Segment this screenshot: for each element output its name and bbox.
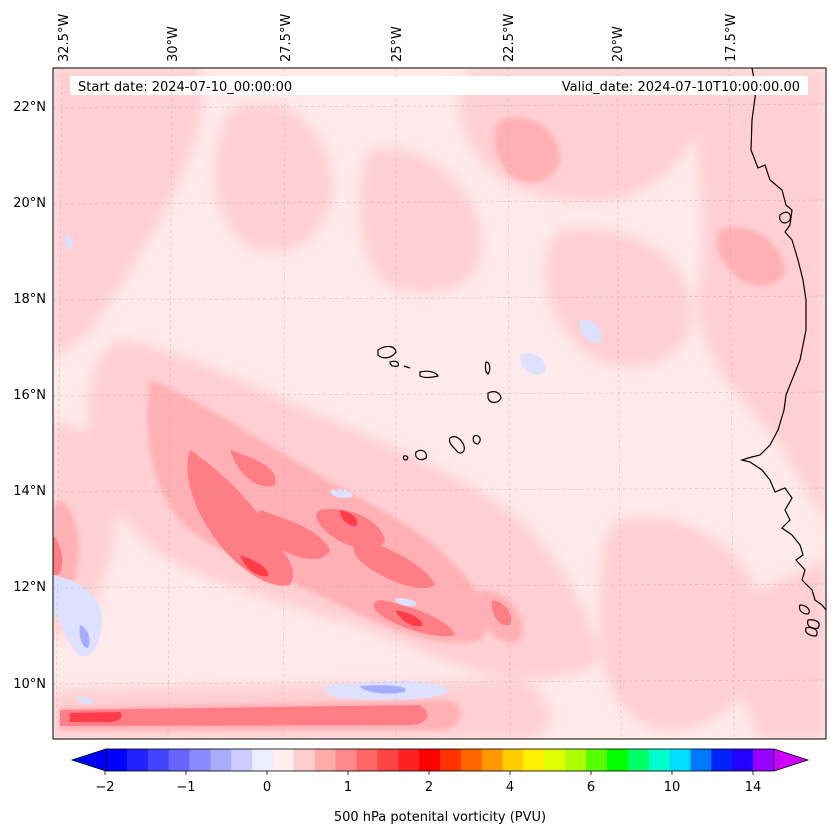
lat-label: 22°N [13, 100, 46, 115]
map-frame [52, 67, 827, 740]
pv-peak-contours [70, 510, 423, 722]
colorbar-cell [711, 749, 733, 771]
colorbar-cell [293, 749, 316, 771]
colorbar-extend-high [774, 749, 808, 771]
lon-label: 22.5°W [502, 14, 517, 62]
colorbar-cell [335, 749, 357, 771]
colorbar-cell [356, 749, 378, 771]
colorbar-tick-label: 6 [587, 780, 595, 795]
colorbar-cell [565, 749, 587, 771]
island-santo-antao [377, 345, 397, 359]
lat-label: 18°N [13, 292, 46, 307]
colorbar-cell [147, 749, 170, 771]
colorbar-cells [106, 749, 775, 771]
colorbar-cell [544, 749, 566, 771]
lat-label: 12°N [13, 580, 46, 595]
island-sao-vicente [389, 360, 400, 367]
lat-label: 16°N [13, 388, 46, 403]
colorbar-cell [273, 749, 295, 771]
island-fogo [415, 449, 427, 461]
colorbar-cell [440, 749, 462, 771]
colorbar-tick-label: 2 [425, 780, 433, 795]
lon-label: 20°W [611, 26, 626, 62]
longitude-labels: 32.5°W 30°W 27.5°W 25°W 22.5°W 20°W 17.5… [57, 14, 739, 62]
colorbar-cell [314, 749, 337, 771]
lon-label: 32.5°W [57, 14, 72, 62]
colorbar: −2 −1 0 1 2 4 6 10 14 500 hPa potenital … [70, 748, 810, 825]
lon-label: 27.5°W [279, 14, 294, 62]
colorbar-cell [106, 749, 128, 771]
colorbar-cell [586, 749, 608, 771]
colorbar-cell [126, 749, 149, 771]
colorbar-extend-low [72, 749, 106, 771]
colorbar-outline [773, 748, 810, 772]
latitude-labels: 22°N 20°N 18°N 16°N 14°N 12°N 10°N [13, 100, 46, 692]
colorbar-tick-label: 14 [745, 780, 762, 795]
colorbar-cell [377, 749, 399, 771]
colorbar-frame [105, 748, 775, 772]
start-date-label: Start date: 2024-07-10_00:00:00 [78, 80, 292, 95]
colorbar-tick-label: −2 [95, 780, 114, 795]
island-brava [402, 455, 409, 461]
colorbar-cell [607, 749, 629, 771]
colorbar-outline [70, 748, 107, 772]
colorbar-tick-label: 4 [506, 780, 514, 795]
map-panel [53, 68, 826, 739]
colorbar-cell [189, 749, 211, 771]
colorbar-tick-label: 1 [344, 780, 352, 795]
colorbar-cell [753, 749, 775, 771]
lat-label: 14°N [13, 484, 46, 499]
coastlines [377, 68, 826, 637]
africa-coastline [739, 68, 826, 611]
colorbar-cell [252, 749, 274, 771]
colorbar-tick-label: −1 [176, 780, 195, 795]
colorbar-cell [460, 749, 483, 771]
island-sal [484, 361, 491, 375]
colorbar-cell [669, 749, 691, 771]
graticule [53, 68, 826, 739]
lat-label: 20°N [13, 196, 46, 211]
island-boa-vista [487, 391, 502, 404]
colorbar-cell [168, 749, 190, 771]
colorbar-ticks [104, 771, 754, 775]
island-santiago [448, 436, 465, 454]
lon-label: 30°W [166, 26, 181, 62]
colorbar-cell [627, 749, 650, 771]
pv-negative-strong [79, 625, 406, 694]
colorbar-cell [648, 749, 671, 771]
colorbar-cell [502, 749, 524, 771]
colorbar-cell [732, 749, 754, 771]
colorbar-title: 500 hPa potenital vorticity (PVU) [334, 810, 546, 825]
valid-date-label: Valid_date: 2024-07-10T10:00:00.00 [562, 80, 800, 95]
lon-label: 25°W [390, 26, 405, 62]
colorbar-cell [523, 749, 545, 771]
island-maio [472, 435, 481, 445]
colorbar-cell [231, 749, 253, 771]
colorbar-cell [419, 749, 441, 771]
date-header-box [70, 76, 808, 95]
colorbar-cell [481, 749, 504, 771]
colorbar-tick-label: 10 [664, 780, 681, 795]
colorbar-cell [210, 749, 232, 771]
island-sao-nicolau [419, 370, 439, 379]
lon-label: 17.5°W [724, 14, 739, 62]
colorbar-cell [398, 749, 420, 771]
lat-label: 10°N [13, 677, 46, 692]
pv-strong-contours [53, 450, 512, 726]
colorbar-tick-label: 0 [263, 780, 271, 795]
colorbar-cell [690, 749, 712, 771]
